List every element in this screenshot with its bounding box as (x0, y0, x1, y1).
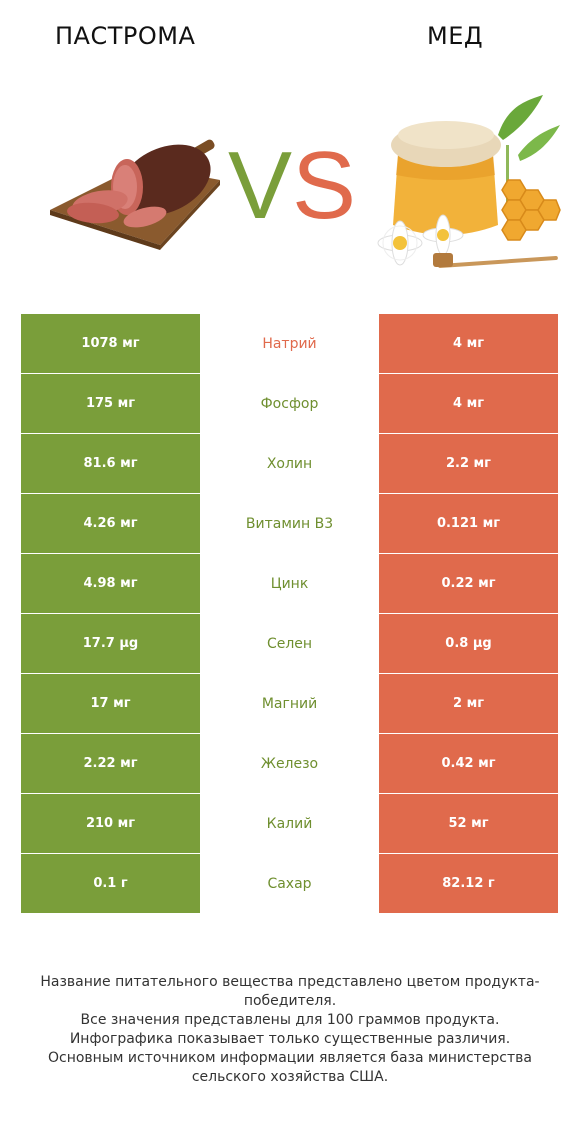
nutrient-row: 81.6 мг Холин 2.2 мг (21, 434, 558, 493)
nutrient-row: 175 мг Фосфор 4 мг (21, 374, 558, 433)
right-value: 82.12 г (379, 854, 558, 913)
footer-notes: Название питательного вещества представл… (20, 973, 560, 1087)
nutrient-name: Витамин B3 (200, 494, 379, 553)
right-value: 0.8 µg (379, 614, 558, 673)
vs-logo: V S (228, 140, 353, 225)
right-value: 2.2 мг (379, 434, 558, 493)
nutrient-name: Калий (200, 794, 379, 853)
nutrient-row: 2.22 мг Железо 0.42 мг (21, 734, 558, 793)
left-value: 210 мг (21, 794, 200, 853)
right-value: 0.42 мг (379, 734, 558, 793)
left-value: 175 мг (21, 374, 200, 433)
left-value: 1078 мг (21, 314, 200, 373)
nutrient-name: Цинк (200, 554, 379, 613)
right-value: 52 мг (379, 794, 558, 853)
left-value: 0.1 г (21, 854, 200, 913)
vs-s: S (292, 140, 353, 225)
nutrient-row: 0.1 г Сахар 82.12 г (21, 854, 558, 913)
nutrient-name: Холин (200, 434, 379, 493)
right-value: 2 мг (379, 674, 558, 733)
left-value: 4.26 мг (21, 494, 200, 553)
nutrient-row: 4.98 мг Цинк 0.22 мг (21, 554, 558, 613)
nutrient-name: Железо (200, 734, 379, 793)
honey-image (377, 95, 561, 269)
nutrient-row: 210 мг Калий 52 мг (21, 794, 558, 853)
footer-line-2: Все значения представлены для 100 граммо… (80, 1012, 500, 1028)
footer-line-3: Инфографика показывает только существенн… (69, 1031, 511, 1047)
right-value: 4 мг (379, 314, 558, 373)
vs-v: V (228, 140, 292, 225)
nutrient-name: Магний (200, 674, 379, 733)
nutrient-row: 4.26 мг Витамин B3 0.121 мг (21, 494, 558, 553)
nutrient-name: Натрий (200, 314, 379, 373)
left-value: 17 мг (21, 674, 200, 733)
footer-line-4: Основным источником информации является … (48, 1050, 532, 1085)
left-product-title: ПАСТРОМА (55, 22, 196, 50)
nutrient-name: Фосфор (200, 374, 379, 433)
nutrient-row: 17.7 µg Селен 0.8 µg (21, 614, 558, 673)
nutrient-row: 17 мг Магний 2 мг (21, 674, 558, 733)
right-value: 0.22 мг (379, 554, 558, 613)
nutrient-name: Сахар (200, 854, 379, 913)
pastrami-image (50, 139, 220, 250)
left-value: 17.7 µg (21, 614, 200, 673)
nutrient-name: Селен (200, 614, 379, 673)
nutrient-row: 1078 мг Натрий 4 мг (21, 314, 558, 373)
left-value: 81.6 мг (21, 434, 200, 493)
right-value: 0.121 мг (379, 494, 558, 553)
right-product-title: МЕД (427, 22, 484, 50)
comparison-table: 1078 мг Натрий 4 мг 175 мг Фосфор 4 мг 81.6 мг… (21, 314, 558, 914)
footer-line-1: Название питательного вещества представл… (40, 974, 540, 1009)
left-value: 2.22 мг (21, 734, 200, 793)
right-value: 4 мг (379, 374, 558, 433)
left-value: 4.98 мг (21, 554, 200, 613)
